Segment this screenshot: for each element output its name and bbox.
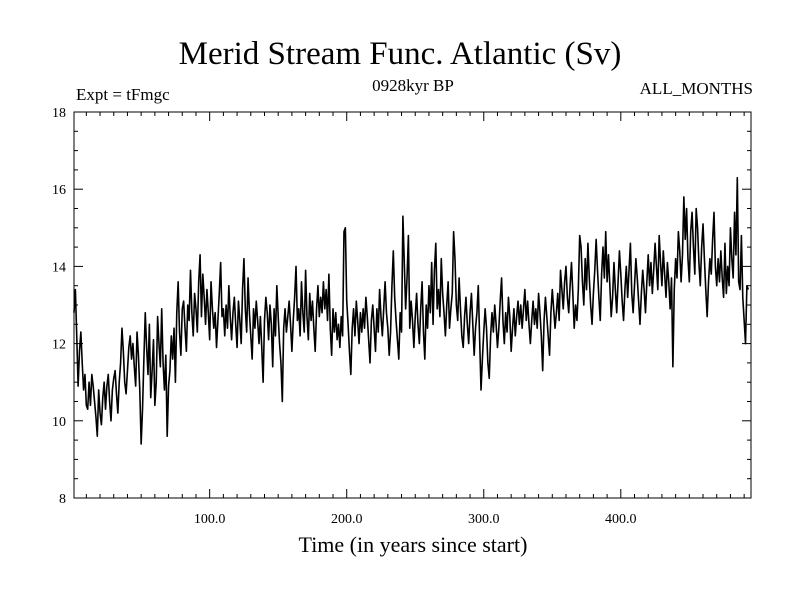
x-tick-label: 100.0 xyxy=(194,512,226,527)
months-label: ALL_MONTHS xyxy=(639,79,753,98)
chart-subtitle: 0928kyr BP xyxy=(372,76,454,95)
series-line xyxy=(73,176,750,445)
y-axis: 8 10 12 14 16 18 xyxy=(52,106,751,507)
y-tick-label: 10 xyxy=(52,415,66,430)
y-tick-label: 18 xyxy=(52,106,66,121)
y-tick-label: 16 xyxy=(52,183,66,198)
x-tick-label: 200.0 xyxy=(331,512,363,527)
y-tick-label: 14 xyxy=(52,260,66,275)
x-axis: 100.0 200.0 300.0 400.0 xyxy=(85,112,745,527)
chart-title: Merid Stream Func. Atlantic (Sv) xyxy=(178,36,622,72)
x-tick-label: 400.0 xyxy=(605,512,637,527)
y-tick-label: 12 xyxy=(52,338,66,353)
plot-frame xyxy=(73,111,752,499)
experiment-label: Expt = tFmgc xyxy=(76,85,170,104)
x-axis-label: Time (in years since start) xyxy=(298,532,528,557)
x-tick-label: 300.0 xyxy=(468,512,500,527)
y-tick-label: 8 xyxy=(59,492,66,507)
